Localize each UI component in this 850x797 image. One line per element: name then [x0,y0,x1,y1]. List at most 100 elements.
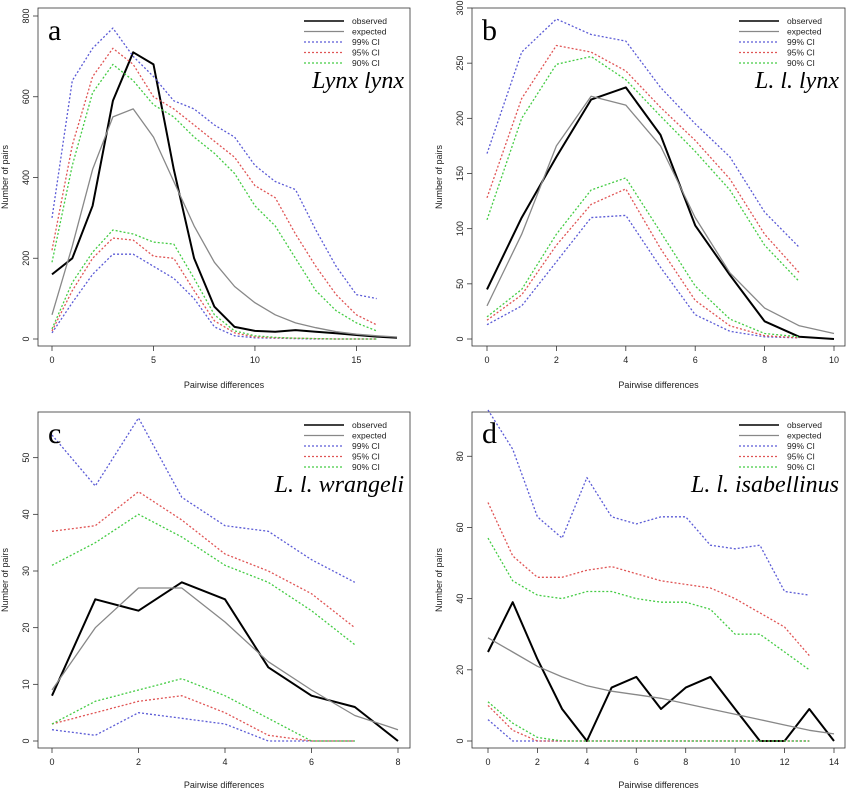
y-axis-label: Number of pairs [0,144,10,209]
y-tick-label: 20 [21,623,31,633]
series-99-ci-line [486,214,800,339]
x-tick-label: 8 [683,757,688,767]
y-tick-label: 10 [21,679,31,689]
series-expected-line [51,587,399,731]
legend-label: 99% CI [787,441,815,451]
x-axis-label: Pairwise differences [618,780,699,790]
legend-label: 99% CI [352,37,380,47]
series-90-ci-line [486,177,800,338]
x-tick-label: 4 [623,355,628,365]
y-tick-label: 600 [21,89,31,104]
legend-label: 95% CI [352,452,380,462]
series-95-ci-line [487,704,810,742]
series-observed-line [487,601,835,742]
series-99-ci-line [486,18,800,248]
x-axis-label: Pairwise differences [184,780,265,790]
y-tick-label: 0 [21,738,31,743]
x-tick-label: 8 [762,355,767,365]
series-99-ci-line [51,417,356,583]
y-tick-label: 250 [455,56,465,71]
y-tick-label: 40 [455,594,465,604]
series-95-ci-line [487,502,810,657]
y-tick-label: 50 [455,279,465,289]
panel-letter: a [48,14,61,47]
series-95-ci-line [51,695,355,742]
x-tick-label: 14 [829,757,839,767]
legend-box [737,418,835,476]
legend-label: expected [352,431,387,441]
legend-label: observed [352,16,387,26]
y-tick-label: 150 [455,166,465,181]
plot-frame [471,7,846,347]
legend-label: observed [787,16,822,26]
x-tick-label: 12 [780,757,790,767]
series-99-ci-line [51,712,355,742]
y-tick-label: 100 [455,221,465,236]
legend-box [737,14,835,72]
panel-d: 0 2 4 6 8 10 12 14 0 20 40 60 80 Pairwise differences… [434,409,846,790]
legend-label: observed [352,420,387,430]
x-tick-label: 6 [693,355,698,365]
series-90-ci-line [486,55,800,283]
species-title: L. l. lynx [754,68,839,94]
panel-c: 0 2 4 6 8 0 10 20 30 40 50 Pairwise differences Numb… [0,411,411,790]
x-axis-label: Pairwise differences [184,380,265,390]
x-tick-label: 0 [49,757,54,767]
series-95-ci-line [486,188,800,339]
series-90-ci-line [487,537,810,671]
series-95-ci-line [51,491,356,629]
x-tick-label: 2 [535,757,540,767]
series-90-ci-line [51,229,377,340]
legend-label: 99% CI [352,441,380,451]
legend-label: 95% CI [787,48,815,58]
x-tick-label: 4 [222,757,227,767]
x-tick-label: 15 [351,355,361,365]
x-tick-label: 0 [49,355,54,365]
y-axis-label: Number of pairs [434,144,444,209]
y-axis-label: Number of pairs [434,547,444,612]
legend-label: 95% CI [787,452,815,462]
series-99-ci-line [51,253,377,340]
y-tick-label: 40 [21,509,31,519]
x-tick-label: 0 [484,355,489,365]
legend-label: 90% CI [787,58,815,68]
series-expected-line [487,637,835,735]
legend-label: 90% CI [352,462,380,472]
series-99-ci-line [51,27,377,300]
species-title: L. l. isabellinus [690,472,839,498]
series-observed-line [486,86,835,340]
legend-label: 90% CI [352,58,380,68]
y-tick-label: 20 [455,665,465,675]
y-tick-label: 80 [455,451,465,461]
legend-label: expected [787,431,822,441]
y-tick-label: 800 [21,8,31,23]
y-tick-label: 0 [455,336,465,341]
panel-letter: b [482,14,497,47]
y-tick-label: 30 [21,566,31,576]
plot-frame [37,411,411,749]
x-tick-label: 4 [584,757,589,767]
panel-letter: d [482,417,497,450]
legend-label: 90% CI [787,462,815,472]
x-tick-label: 8 [395,757,400,767]
y-tick-label: 50 [21,453,31,463]
series-observed-line [51,51,398,339]
x-tick-label: 6 [634,757,639,767]
series-95-ci-line [51,237,377,340]
x-axis-label: Pairwise differences [618,380,699,390]
series-99-ci-line [487,409,810,596]
species-title: L. l. wrangeli [274,472,404,498]
legend-box [302,418,400,476]
legend-label: expected [352,27,387,37]
panel-a: 0 5 10 15 0 200 400 600 800 Pairwise differences N… [0,7,411,390]
legend-label: 99% CI [787,37,815,47]
y-tick-label: 200 [455,111,465,126]
series-90-ci-line [51,513,356,646]
y-tick-label: 0 [455,738,465,743]
